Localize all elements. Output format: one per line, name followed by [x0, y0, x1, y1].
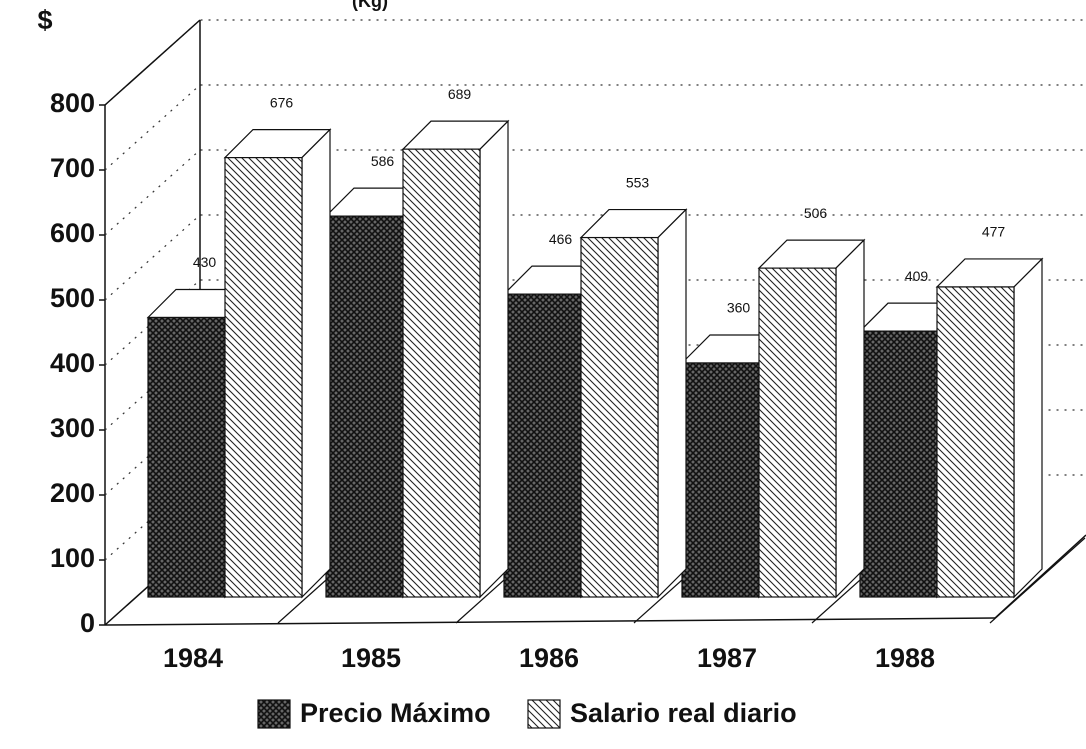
bar [758, 267, 837, 598]
legend-swatch [257, 699, 291, 729]
grid-line [104, 19, 1086, 106]
bar [224, 157, 303, 598]
bar [325, 215, 404, 598]
bar [402, 148, 481, 598]
y-tick-label: 700 [50, 153, 95, 183]
value-label: 553 [626, 174, 650, 190]
bar [503, 293, 582, 598]
y-tick-label: 800 [50, 88, 95, 118]
y-tick-label: 300 [50, 413, 95, 443]
bar-side [479, 119, 509, 599]
value-label: 466 [549, 231, 573, 247]
floor-divider [989, 537, 1086, 624]
y-tick-label: 400 [50, 348, 95, 378]
bar-side [835, 238, 865, 599]
value-label: 430 [193, 254, 217, 270]
y-tick-label: 200 [50, 478, 95, 508]
legend-label: Salario real diario [570, 698, 797, 728]
value-label: 506 [804, 205, 828, 221]
bar [147, 316, 226, 598]
bar-side [301, 128, 331, 599]
value-label: 676 [270, 94, 294, 110]
bar [859, 330, 938, 598]
y-tick-label: 0 [80, 608, 95, 638]
value-label: 586 [371, 153, 395, 169]
bar-side [1013, 257, 1043, 599]
legend-label: Precio Máximo [300, 698, 491, 728]
wall-top [104, 19, 201, 106]
value-label: 409 [905, 268, 929, 284]
x-tick-label: 1987 [697, 643, 757, 673]
y-tick-label: 100 [50, 543, 95, 573]
bar-side [657, 208, 687, 599]
bar [936, 286, 1015, 598]
value-label: 360 [727, 300, 751, 316]
legend-swatch [527, 699, 561, 729]
x-tick-label: 1984 [163, 643, 223, 673]
x-tick-label: 1986 [519, 643, 579, 673]
value-label: 477 [982, 224, 1006, 240]
chart-title: (Kg) [352, 0, 388, 11]
y-tick-label: 500 [50, 283, 95, 313]
bar [681, 362, 760, 598]
y-axis-label: $ [37, 5, 52, 35]
floor-front [104, 617, 996, 626]
value-label: 689 [448, 86, 472, 102]
bar [580, 236, 659, 598]
y-tick-label: 600 [50, 218, 95, 248]
x-tick-label: 1988 [875, 643, 935, 673]
x-tick-label: 1985 [341, 643, 401, 673]
